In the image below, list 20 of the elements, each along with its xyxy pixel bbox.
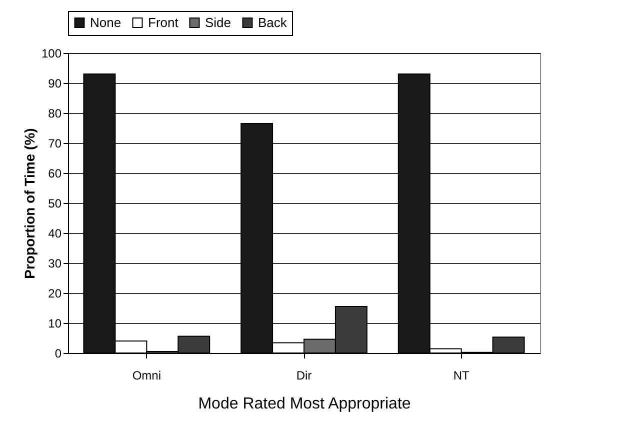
y-tick-label: 80 — [48, 106, 62, 120]
x-tick-label: NT — [453, 368, 470, 382]
legend-label: Side — [205, 14, 232, 30]
y-tick-label: 40 — [48, 226, 62, 240]
y-tick-label: 90 — [48, 76, 62, 90]
y-tick-label: 10 — [48, 316, 62, 330]
y-tick-label: 70 — [48, 136, 62, 150]
y-tick-label: 50 — [48, 196, 62, 210]
y-tick-label: 0 — [54, 346, 62, 360]
y-axis-title: Proportion of Time (%) — [21, 128, 38, 279]
x-tick-label: Dir — [296, 368, 312, 382]
x-axis-title: Mode Rated Most Appropriate — [198, 396, 411, 412]
legend-label: Front — [148, 14, 179, 30]
y-tick-label: 30 — [48, 256, 62, 270]
y-tick-label: 60 — [48, 166, 62, 180]
x-tick-label: Omni — [132, 368, 162, 382]
legend-label: None — [90, 14, 122, 30]
legend-label: Back — [258, 14, 288, 30]
y-tick-label: 20 — [48, 286, 62, 300]
y-tick-label: 100 — [41, 46, 62, 60]
